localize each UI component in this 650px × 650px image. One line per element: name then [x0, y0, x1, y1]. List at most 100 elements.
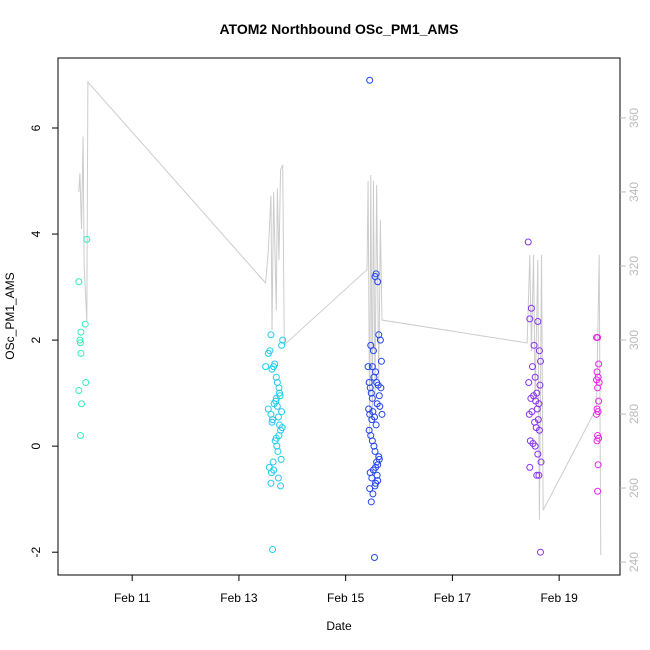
- point: [370, 413, 378, 421]
- point: [367, 341, 375, 349]
- point: [530, 341, 538, 349]
- point: [533, 471, 541, 479]
- y2-tick-label: 340: [627, 182, 641, 202]
- y2-tick-label: 260: [627, 478, 641, 498]
- x-tick-label: Feb 17: [434, 591, 472, 605]
- plot-frame: [57, 57, 621, 576]
- y-tick-label: -2: [29, 547, 43, 558]
- point: [269, 416, 277, 424]
- point: [267, 479, 275, 487]
- point: [375, 392, 383, 400]
- point: [376, 336, 384, 344]
- point: [531, 442, 539, 450]
- point: [593, 376, 601, 384]
- point: [536, 548, 544, 556]
- point: [593, 437, 601, 445]
- point: [594, 487, 602, 495]
- point: [369, 347, 377, 355]
- point: [277, 482, 285, 490]
- point: [535, 426, 543, 434]
- point: [371, 447, 379, 455]
- point: [375, 455, 383, 463]
- y2-tick-label: 320: [627, 256, 641, 276]
- x-axis-label: Date: [326, 619, 352, 633]
- chart-title: ATOM2 Northbound OSc_PM1_AMS: [219, 21, 458, 37]
- point: [279, 336, 287, 344]
- point: [364, 363, 372, 371]
- point: [536, 357, 544, 365]
- point: [372, 421, 380, 429]
- point: [374, 278, 382, 286]
- point: [375, 453, 383, 461]
- point: [376, 402, 384, 410]
- point: [526, 463, 534, 471]
- point: [76, 339, 84, 347]
- point: [527, 304, 535, 312]
- point: [534, 416, 542, 424]
- point: [367, 498, 375, 506]
- x-tick-label: Feb 11: [114, 591, 151, 605]
- point: [366, 485, 374, 493]
- point: [271, 360, 279, 368]
- x-tick-label: Feb 13: [220, 591, 258, 605]
- point: [535, 471, 543, 479]
- y-tick-label: 6: [29, 124, 43, 131]
- point: [278, 341, 286, 349]
- point: [77, 349, 85, 357]
- point: [372, 463, 380, 471]
- point: [368, 394, 376, 402]
- point: [595, 360, 603, 368]
- point: [274, 413, 282, 421]
- point: [366, 76, 374, 84]
- point: [75, 278, 83, 286]
- point: [272, 434, 280, 442]
- point: [372, 270, 380, 278]
- point: [269, 458, 277, 466]
- point: [534, 450, 542, 458]
- point: [594, 461, 602, 469]
- point: [277, 455, 285, 463]
- y2-tick-label: 300: [627, 330, 641, 350]
- point: [595, 397, 603, 405]
- point: [274, 447, 282, 455]
- point: [377, 357, 385, 365]
- point: [273, 402, 281, 410]
- point: [273, 442, 281, 450]
- point: [275, 389, 283, 397]
- x-tick-label: Feb 15: [327, 591, 365, 605]
- point: [368, 363, 376, 371]
- point: [275, 384, 283, 392]
- point: [370, 442, 378, 450]
- point: [272, 373, 280, 381]
- y-tick-label: 0: [29, 442, 43, 449]
- point: [594, 384, 602, 392]
- point: [267, 331, 275, 339]
- point: [377, 384, 385, 392]
- point: [274, 474, 282, 482]
- point: [525, 379, 533, 387]
- point: [534, 318, 542, 326]
- point: [365, 379, 373, 387]
- point: [270, 466, 278, 474]
- point: [368, 474, 376, 482]
- point: [373, 471, 381, 479]
- y-tick-label: 2: [29, 336, 43, 343]
- point: [81, 320, 89, 328]
- point: [278, 424, 286, 432]
- point: [526, 315, 534, 323]
- point: [77, 328, 85, 336]
- point: [366, 384, 374, 392]
- point: [370, 554, 378, 562]
- point: [77, 400, 85, 408]
- point: [272, 394, 280, 402]
- point: [266, 347, 274, 355]
- y2-tick-label: 360: [627, 108, 641, 128]
- point: [264, 405, 272, 413]
- y2-tick-label: 240: [627, 552, 641, 572]
- point: [76, 336, 84, 344]
- point: [528, 363, 536, 371]
- point: [76, 432, 84, 440]
- point: [524, 238, 532, 246]
- point: [82, 379, 90, 387]
- x-tick-label: Feb 19: [540, 591, 578, 605]
